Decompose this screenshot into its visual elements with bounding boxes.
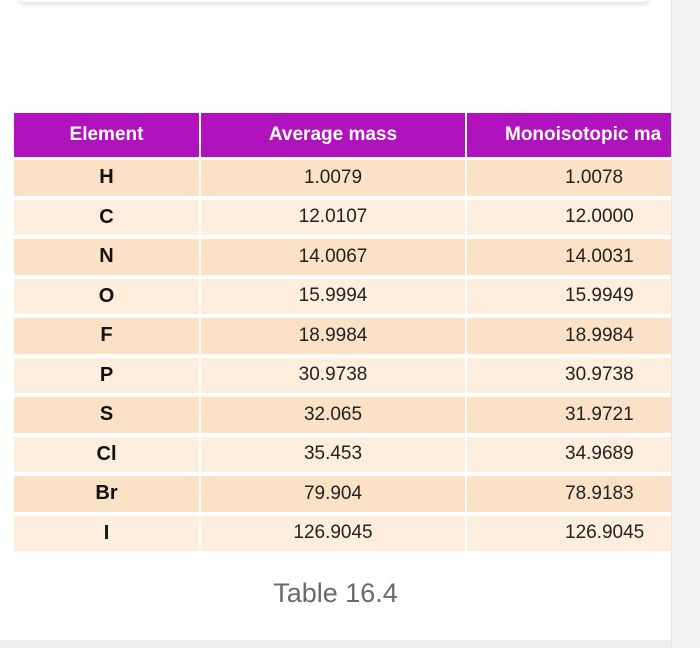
cell-average-mass: 12.0107 [201, 199, 467, 239]
table-row: S 32.065 31.9721 [14, 397, 671, 437]
cell-element: N [14, 239, 201, 279]
table-row: Br 79.904 78.9183 [14, 476, 671, 516]
cell-element: F [14, 318, 201, 358]
cell-element: C [14, 199, 201, 239]
table-viewport[interactable]: Element Average mass Monoisotopic ma H 1.… [14, 113, 671, 553]
cell-monoisotopic-mass: 12.0000 [467, 199, 671, 239]
cell-average-mass: 30.9738 [201, 357, 467, 397]
table-row: Cl 35.453 34.9689 [14, 436, 671, 476]
cell-element: Cl [14, 436, 201, 476]
table-body: H 1.0079 1.0078 C 12.0107 12.0000 N 14.0067 14.0… [14, 160, 671, 551]
table-row: F 18.9984 18.9984 [14, 318, 671, 358]
cell-average-mass: 126.9045 [201, 515, 467, 551]
header-row: Element Average mass Monoisotopic ma [14, 113, 671, 160]
cell-monoisotopic-mass: 30.9738 [467, 357, 671, 397]
cell-monoisotopic-mass: 34.9689 [467, 436, 671, 476]
header-monoisotopic-mass: Monoisotopic ma [467, 113, 671, 160]
cell-monoisotopic-mass: 126.9045 [467, 515, 671, 551]
table-row: N 14.0067 14.0031 [14, 239, 671, 279]
cell-average-mass: 18.9984 [201, 318, 467, 358]
cell-element: P [14, 357, 201, 397]
cell-element: H [14, 160, 201, 200]
header-element: Element [14, 113, 201, 160]
cell-monoisotopic-mass: 31.9721 [467, 397, 671, 437]
table-caption: Table 16.4 [273, 578, 398, 608]
cell-monoisotopic-mass: 14.0031 [467, 239, 671, 279]
cell-average-mass: 15.9994 [201, 278, 467, 318]
mass-table: Element Average mass Monoisotopic ma H 1.… [14, 113, 671, 551]
cell-monoisotopic-mass: 78.9183 [467, 476, 671, 516]
bottom-divider [0, 640, 671, 648]
cell-average-mass: 79.904 [201, 476, 467, 516]
cell-element: Br [14, 476, 201, 516]
cell-element: S [14, 397, 201, 437]
cell-average-mass: 14.0067 [201, 239, 467, 279]
table-row: I 126.9045 126.9045 [14, 515, 671, 551]
cell-monoisotopic-mass: 15.9949 [467, 278, 671, 318]
cell-element: O [14, 278, 201, 318]
previous-card [18, 0, 650, 2]
cell-average-mass: 1.0079 [201, 160, 467, 200]
page-edge [671, 0, 700, 648]
header-average-mass: Average mass [201, 113, 467, 160]
table-row: O 15.9994 15.9949 [14, 278, 671, 318]
cell-monoisotopic-mass: 1.0078 [467, 160, 671, 200]
table-row: C 12.0107 12.0000 [14, 199, 671, 239]
cell-monoisotopic-mass: 18.9984 [467, 318, 671, 358]
cell-average-mass: 32.065 [201, 397, 467, 437]
cell-average-mass: 35.453 [201, 436, 467, 476]
table-row: H 1.0079 1.0078 [14, 160, 671, 200]
table-row: P 30.9738 30.9738 [14, 357, 671, 397]
cell-element: I [14, 515, 201, 551]
